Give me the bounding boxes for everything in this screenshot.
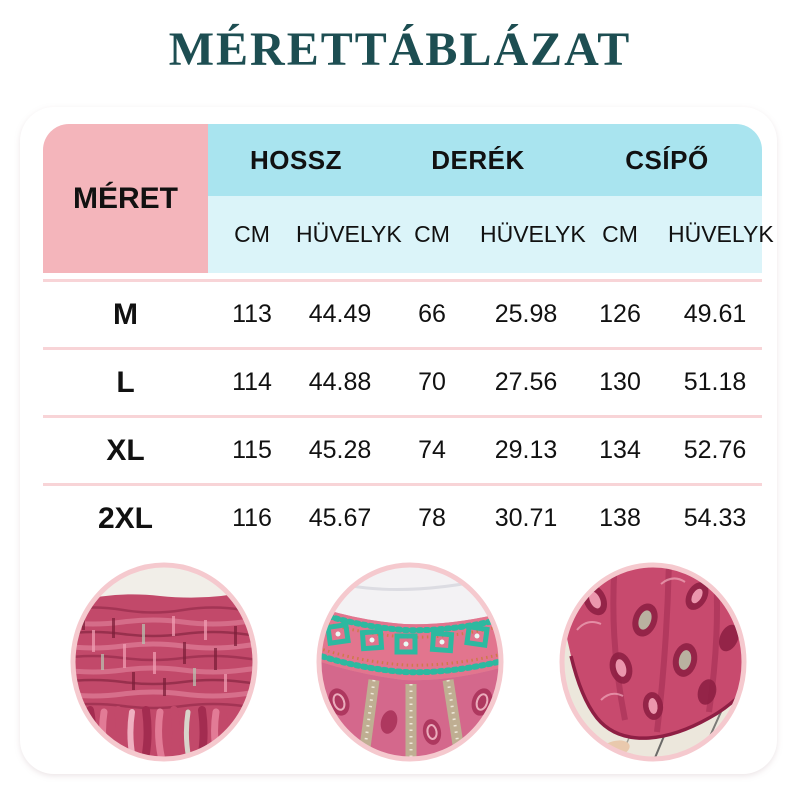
fabric-photo-smocked-waist — [70, 562, 258, 762]
group-header-length: HOSSZ — [249, 144, 343, 175]
cell-value: 49.61 — [683, 300, 747, 328]
cell-value: 74 — [418, 436, 446, 464]
cell-value: 70 — [418, 368, 446, 396]
cell-value: 116 — [232, 504, 272, 532]
table-row-m: M 113 44.49 66 25.98 126 49.61 — [43, 279, 762, 347]
page-title: MÉRETTÁBLÁZAT — [168, 23, 632, 76]
cell-value: 126 — [599, 300, 641, 328]
units-header-row: CM HÜVELYK CM HÜVELYK CM HÜVELYK — [208, 196, 774, 273]
size-label: XL — [106, 433, 145, 467]
cell-value: 130 — [599, 368, 641, 396]
cell-value: 66 — [418, 300, 446, 328]
group-header-hip: CSÍPŐ — [625, 144, 709, 175]
cell-value: 115 — [232, 436, 272, 464]
cell-value: 114 — [232, 368, 272, 396]
group-header-waist: DERÉK — [431, 144, 525, 175]
cell-value: 134 — [599, 436, 641, 464]
cell-value: 25.98 — [494, 300, 558, 328]
size-label: 2XL — [97, 501, 154, 535]
cell-value: 78 — [418, 504, 446, 532]
cell-value: 51.18 — [683, 368, 747, 396]
unit-label-cm: CM — [414, 221, 450, 247]
unit-label-cm: CM — [234, 221, 270, 247]
cell-value: 54.33 — [683, 504, 747, 532]
cell-value: 113 — [232, 300, 272, 328]
size-label: L — [116, 365, 135, 399]
cell-value: 27.56 — [494, 368, 558, 396]
cell-value: 30.71 — [494, 504, 558, 532]
unit-label-inch: HÜVELYK — [668, 221, 774, 247]
table-row-2xl: 2XL 116 45.67 78 30.71 138 54.33 — [43, 483, 762, 551]
size-rows: M 113 44.49 66 25.98 126 49.61 L 114 44.… — [43, 279, 762, 551]
unit-label-inch: HÜVELYK — [480, 221, 586, 247]
unit-label-cm: CM — [602, 221, 638, 247]
cell-value: 44.88 — [308, 368, 372, 396]
table-row-xl: XL 115 45.28 74 29.13 134 52.76 — [43, 415, 762, 483]
cell-value: 138 — [599, 504, 641, 532]
cell-value: 45.67 — [308, 504, 372, 532]
cell-value: 29.13 — [494, 436, 558, 464]
unit-label-inch: HÜVELYK — [296, 221, 402, 247]
fabric-photo-skirt-hem — [559, 562, 747, 762]
size-label: M — [113, 297, 138, 331]
size-column-header: MÉRET — [43, 124, 208, 273]
measurement-group-header-row: HOSSZ DERÉK CSÍPŐ — [208, 124, 762, 196]
cell-value: 45.28 — [308, 436, 372, 464]
size-chart-card: MÉRET HOSSZ DERÉK CSÍPŐ CM HÜVELYK CM HÜ… — [20, 107, 777, 774]
cell-value: 44.49 — [308, 300, 372, 328]
table-row-l: L 114 44.88 70 27.56 130 51.18 — [43, 347, 762, 415]
cell-value: 52.76 — [683, 436, 747, 464]
fabric-photo-embroidered-waistband — [316, 562, 504, 762]
